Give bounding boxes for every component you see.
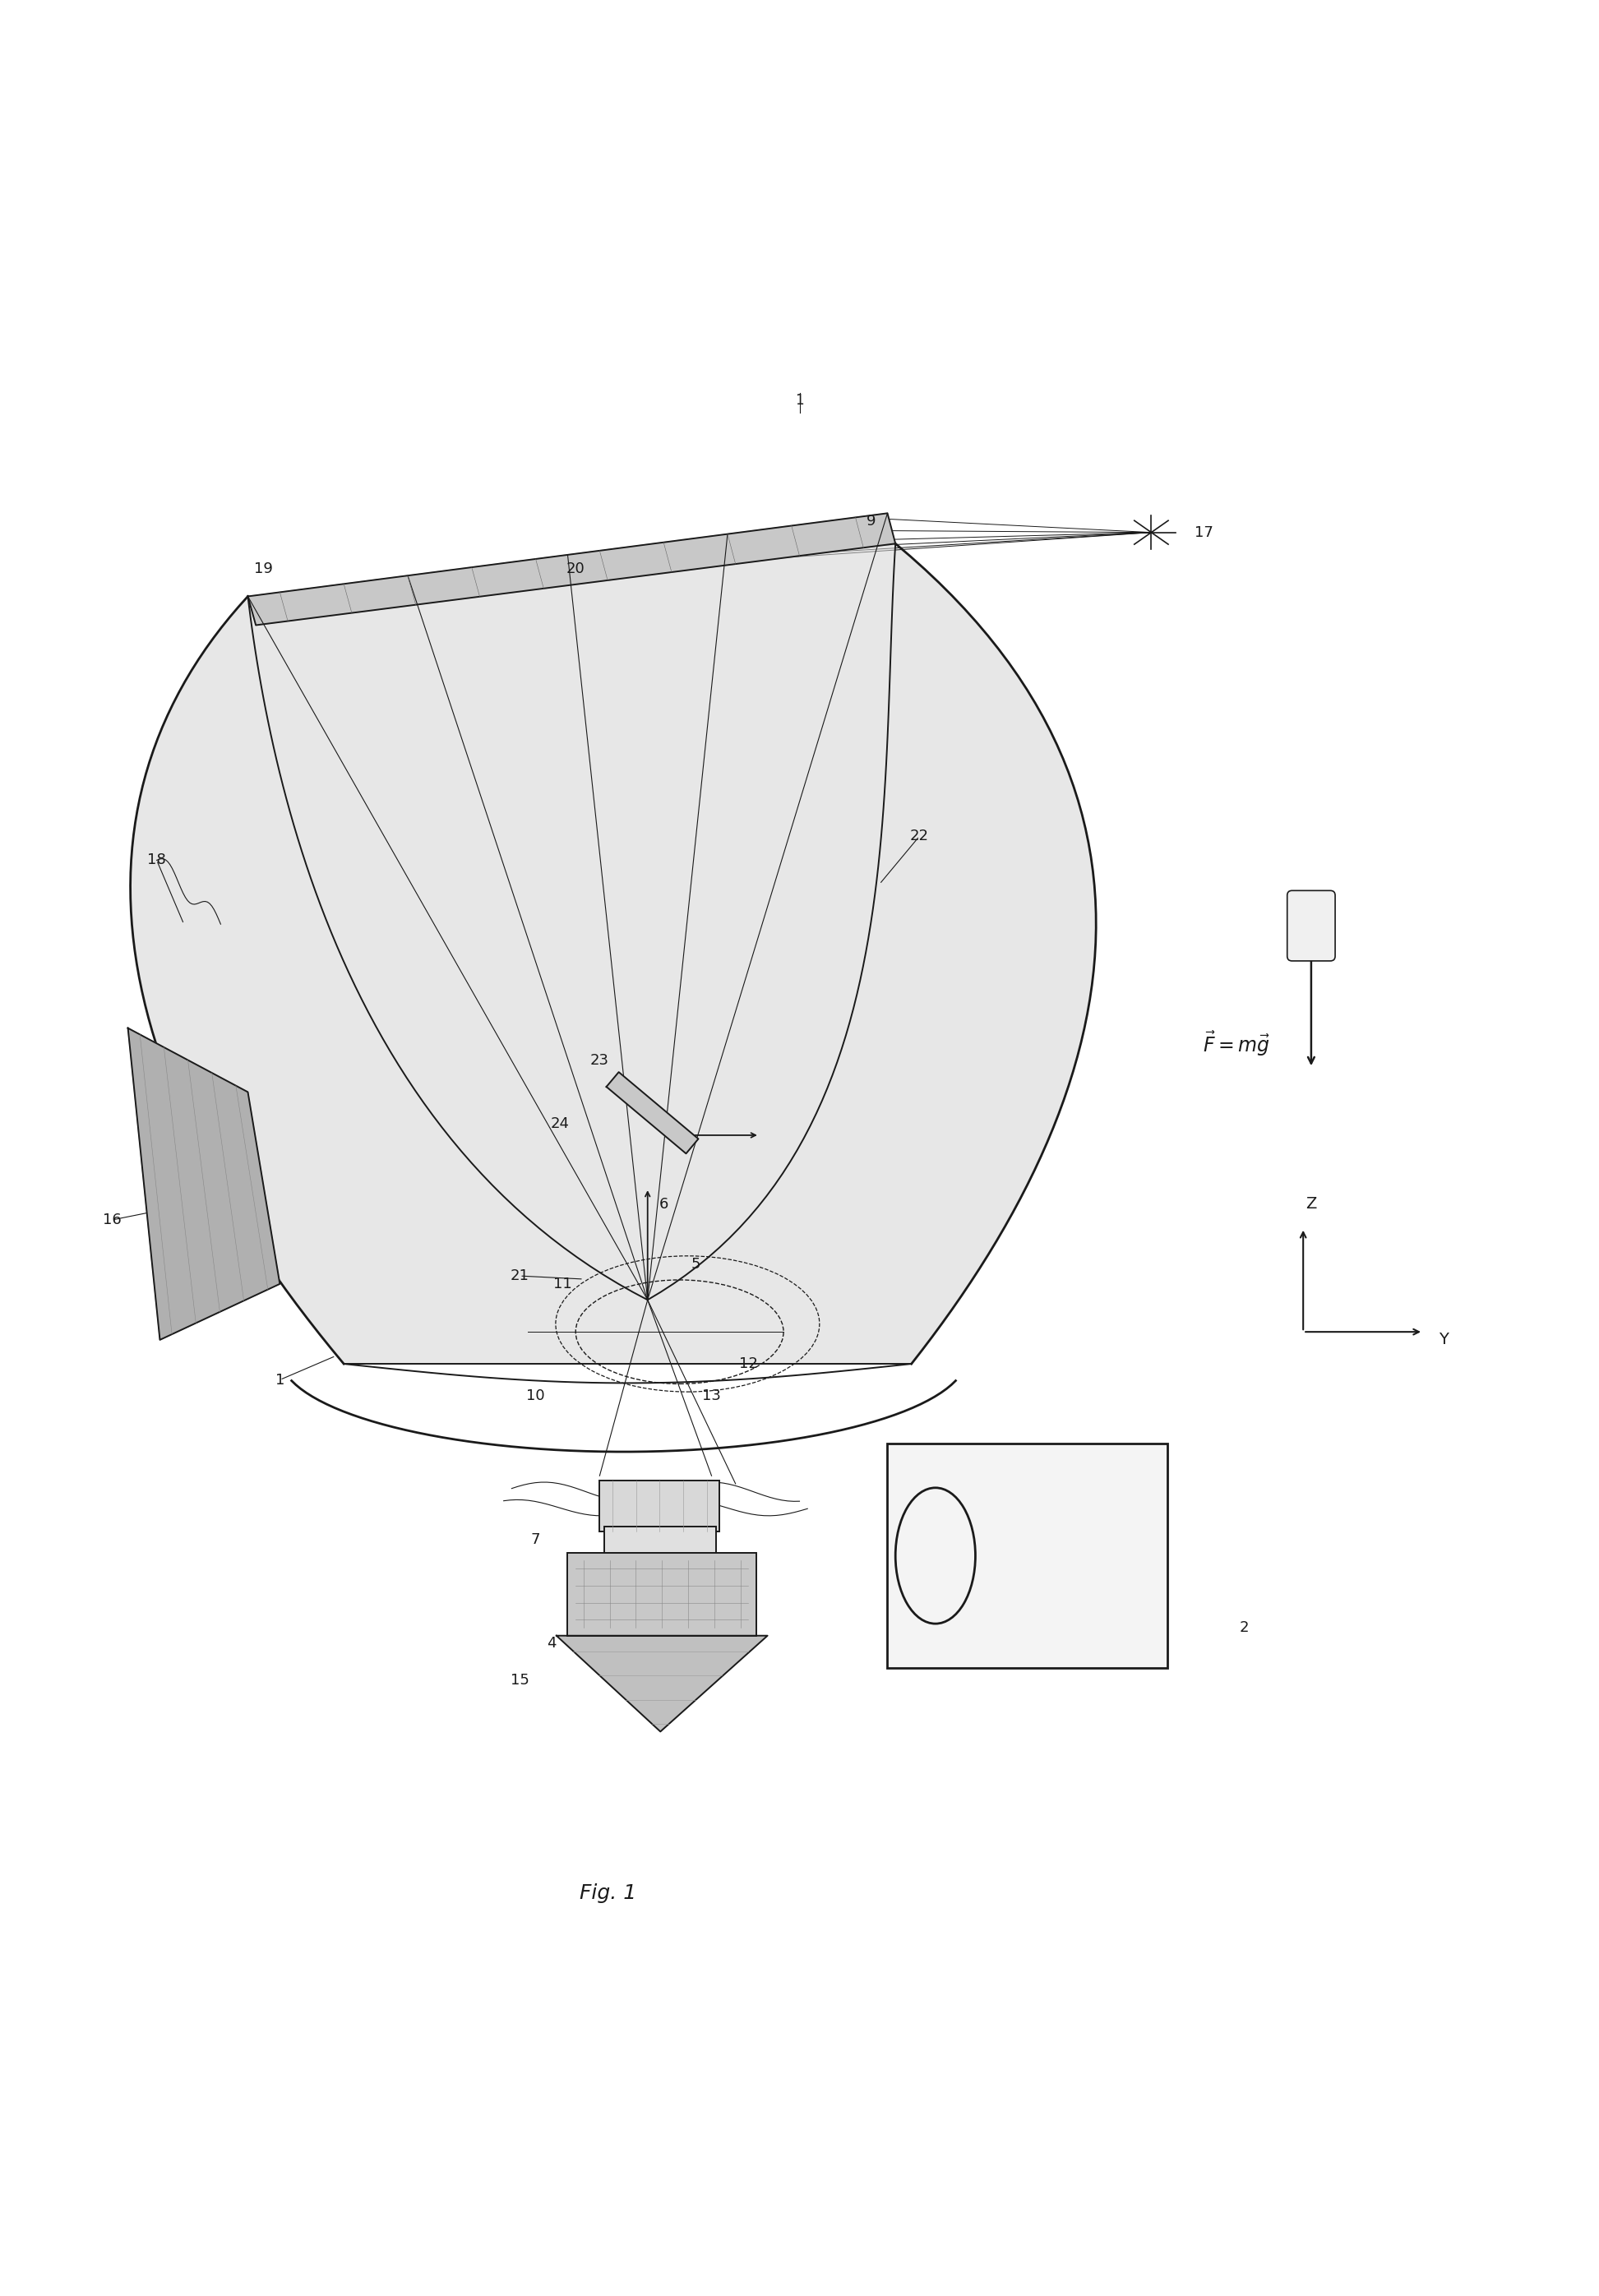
Text: 9: 9 bbox=[867, 514, 876, 528]
Text: 19: 19 bbox=[254, 563, 273, 576]
Text: Y: Y bbox=[1439, 1332, 1449, 1348]
Text: 13: 13 bbox=[702, 1389, 721, 1403]
Polygon shape bbox=[556, 1635, 768, 1731]
Text: 8: 8 bbox=[163, 1277, 173, 1290]
Text: 16: 16 bbox=[102, 1212, 122, 1228]
Text: 10: 10 bbox=[526, 1389, 545, 1403]
Bar bbox=[568, 1552, 756, 1635]
Text: 20: 20 bbox=[566, 563, 585, 576]
Text: 1: 1 bbox=[795, 393, 804, 409]
Text: 5: 5 bbox=[691, 1258, 700, 1272]
Text: 4: 4 bbox=[547, 1637, 556, 1651]
Text: 12: 12 bbox=[739, 1357, 758, 1371]
Text: 18: 18 bbox=[147, 852, 166, 868]
Polygon shape bbox=[128, 1029, 280, 1341]
Text: 22: 22 bbox=[910, 829, 929, 843]
Text: Z: Z bbox=[1306, 1196, 1316, 1212]
Text: Fig. 1: Fig. 1 bbox=[579, 1883, 636, 1903]
Text: 24: 24 bbox=[550, 1116, 569, 1132]
Bar bbox=[600, 1481, 720, 1531]
Text: 23: 23 bbox=[590, 1052, 609, 1068]
Text: 11: 11 bbox=[553, 1277, 572, 1290]
Polygon shape bbox=[131, 544, 1095, 1364]
Text: 3: 3 bbox=[611, 1564, 620, 1580]
Text: 7: 7 bbox=[531, 1531, 540, 1548]
FancyBboxPatch shape bbox=[1287, 891, 1335, 962]
Text: 6: 6 bbox=[659, 1196, 668, 1212]
Text: 17: 17 bbox=[1194, 526, 1214, 540]
Text: 21: 21 bbox=[510, 1267, 529, 1283]
Bar bbox=[604, 1527, 716, 1557]
Text: 1: 1 bbox=[275, 1373, 285, 1387]
Polygon shape bbox=[248, 544, 895, 1300]
Bar bbox=[887, 1444, 1167, 1667]
Text: $\vec{F}=m\vec{g}$: $\vec{F}=m\vec{g}$ bbox=[1202, 1031, 1270, 1058]
Text: 14: 14 bbox=[654, 1596, 673, 1612]
Text: 15: 15 bbox=[510, 1674, 529, 1688]
Text: 2: 2 bbox=[1239, 1621, 1249, 1635]
Polygon shape bbox=[606, 1072, 699, 1153]
Polygon shape bbox=[248, 514, 895, 625]
